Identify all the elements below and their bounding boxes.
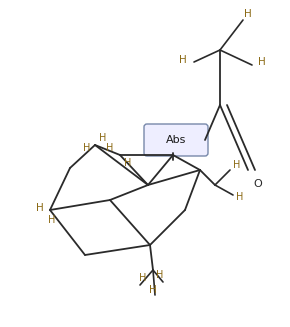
Text: Abs: Abs — [166, 135, 186, 145]
Text: H: H — [236, 192, 244, 202]
Text: H: H — [124, 158, 132, 168]
Text: H: H — [179, 55, 187, 65]
Text: H: H — [139, 273, 147, 283]
Text: H: H — [244, 9, 252, 19]
Text: H: H — [83, 143, 91, 153]
Text: H: H — [156, 270, 164, 280]
Text: H: H — [258, 57, 266, 67]
Text: H: H — [149, 285, 157, 295]
Text: H: H — [106, 143, 114, 153]
Text: H: H — [36, 203, 44, 213]
Text: H: H — [48, 215, 56, 225]
Text: O: O — [254, 179, 262, 189]
FancyBboxPatch shape — [144, 124, 208, 156]
Text: H: H — [233, 160, 241, 170]
Text: H: H — [99, 133, 107, 143]
